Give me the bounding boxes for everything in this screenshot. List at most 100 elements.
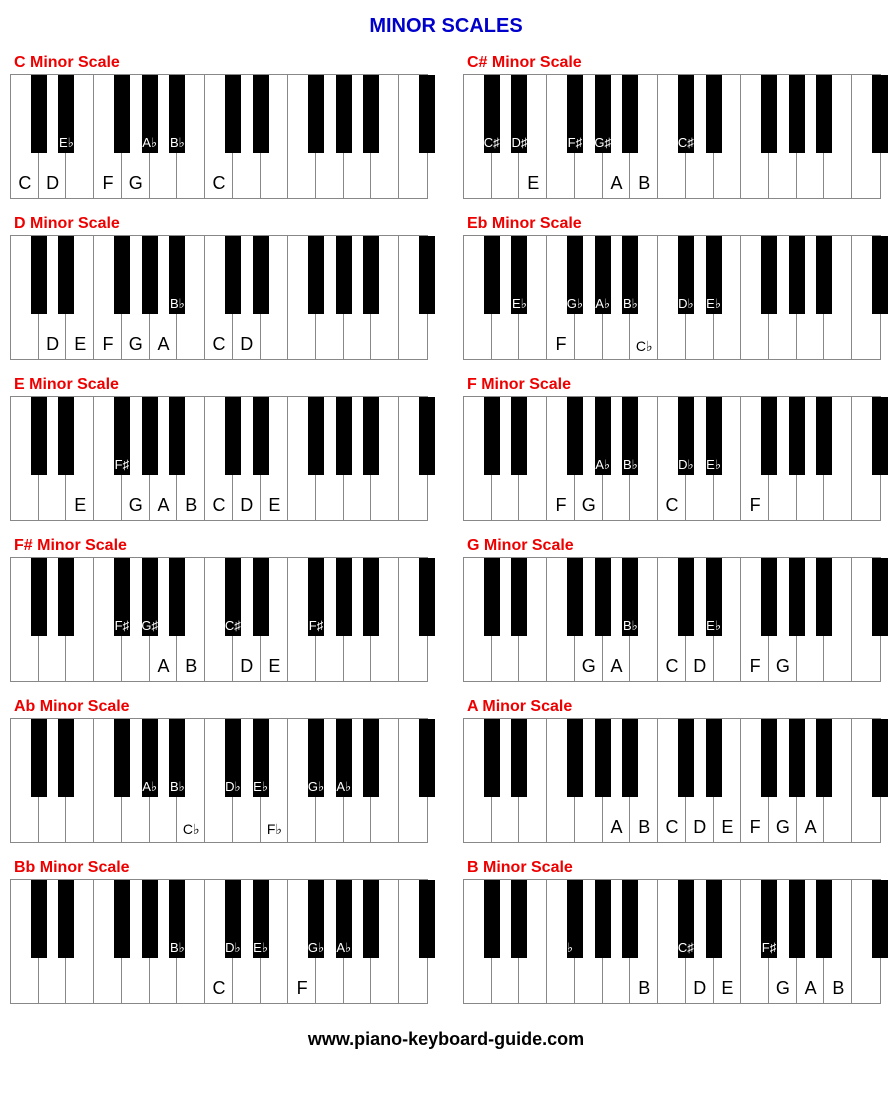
keyboard: EABC♯D♯F♯G♯C♯ xyxy=(463,74,881,199)
scale-title: A Minor Scale xyxy=(467,698,881,716)
keyboard: FC♭E♭G♭A♭B♭D♭E♭ xyxy=(463,235,881,360)
white-key-label: G xyxy=(122,173,150,194)
black-key xyxy=(31,397,47,475)
white-key-label: A xyxy=(603,173,631,194)
black-key xyxy=(363,397,379,475)
white-key-label: C xyxy=(205,978,233,999)
white-key-label: G xyxy=(122,495,150,516)
keyboard: FGCFA♭B♭D♭E♭ xyxy=(463,396,881,521)
black-key xyxy=(595,719,611,797)
black-key xyxy=(567,719,583,797)
black-key-label: C♯ xyxy=(480,135,504,150)
black-key-label: B♭ xyxy=(165,779,189,795)
white-key-label: D xyxy=(686,817,714,838)
scales-grid: C Minor ScaleCDFGCE♭A♭B♭C# Minor ScaleEA… xyxy=(10,48,882,1004)
scale-block: D Minor ScaleDEFGACDB♭ xyxy=(10,209,428,360)
black-key-label: B♭ xyxy=(165,940,189,956)
black-key xyxy=(484,880,500,958)
white-key-label: B xyxy=(177,495,205,516)
black-key-label: B♭ xyxy=(618,296,642,312)
black-key-label: A♭ xyxy=(332,779,356,795)
black-key-label: C♯ xyxy=(674,940,698,955)
keyboard: CFB♭D♭E♭G♭A♭B♭ xyxy=(10,879,428,1004)
black-key xyxy=(872,880,888,958)
scale-title: C Minor Scale xyxy=(14,54,428,72)
black-key xyxy=(58,236,74,314)
black-key xyxy=(511,558,527,636)
black-key xyxy=(761,719,777,797)
black-key xyxy=(225,397,241,475)
white-key-label: B xyxy=(177,656,205,677)
white-key-label: E xyxy=(519,173,547,194)
scale-title: C# Minor Scale xyxy=(467,54,881,72)
black-key-label: F♯ xyxy=(563,135,587,150)
black-key xyxy=(253,558,269,636)
white-key-label: G xyxy=(122,334,150,355)
white-key-label: C♭ xyxy=(177,821,205,838)
black-key xyxy=(511,880,527,958)
black-key-label: C♯ xyxy=(221,618,245,633)
black-key-label: B♭ xyxy=(165,296,189,312)
white-key-label: D xyxy=(233,656,261,677)
black-key xyxy=(872,719,888,797)
white-key-label: B xyxy=(824,978,852,999)
page-title: MINOR SCALES xyxy=(10,15,882,38)
black-key xyxy=(31,75,47,153)
black-key xyxy=(336,397,352,475)
scale-title: Bb Minor Scale xyxy=(14,859,428,877)
black-key-label: D♯ xyxy=(507,135,531,150)
black-key xyxy=(678,719,694,797)
black-key xyxy=(114,236,130,314)
white-key-label: G xyxy=(769,817,797,838)
black-key xyxy=(308,236,324,314)
black-key xyxy=(58,558,74,636)
black-key xyxy=(622,75,638,153)
scale-block: C Minor ScaleCDFGCE♭A♭B♭ xyxy=(10,48,428,199)
black-key xyxy=(789,719,805,797)
black-key xyxy=(31,719,47,797)
white-key-label: C xyxy=(658,817,686,838)
scale-title: F# Minor Scale xyxy=(14,537,428,555)
black-key xyxy=(511,719,527,797)
black-key-label: A♭ xyxy=(591,296,615,312)
white-key-label: B xyxy=(630,978,658,999)
black-key-label: D♭ xyxy=(674,296,698,312)
black-key xyxy=(142,880,158,958)
black-key xyxy=(872,75,888,153)
black-key xyxy=(31,558,47,636)
keyboard: GACDFGB♭E♭ xyxy=(463,557,881,682)
black-key-label: E♭ xyxy=(702,296,726,312)
white-key-label: A xyxy=(150,495,178,516)
black-key xyxy=(169,558,185,636)
black-key xyxy=(706,719,722,797)
scale-title: G Minor Scale xyxy=(467,537,881,555)
white-key-label: D xyxy=(39,334,67,355)
black-key-label: B♭ xyxy=(618,618,642,634)
black-key xyxy=(58,397,74,475)
keyboard: C♭F♭A♭B♭D♭E♭G♭A♭ xyxy=(10,718,428,843)
black-key xyxy=(567,558,583,636)
white-key-label: F xyxy=(94,173,122,194)
black-key xyxy=(336,236,352,314)
black-key xyxy=(816,558,832,636)
black-key xyxy=(789,236,805,314)
white-key-label: F xyxy=(741,656,769,677)
white-key-label: G xyxy=(575,656,603,677)
black-key xyxy=(419,397,435,475)
white-key-label: C xyxy=(205,334,233,355)
black-key xyxy=(761,558,777,636)
black-key xyxy=(484,397,500,475)
white-key-label: F xyxy=(547,334,575,355)
black-key xyxy=(308,75,324,153)
white-key-label: F xyxy=(94,334,122,355)
scale-block: F# Minor ScaleABDEF♯G♯C♯F♯ xyxy=(10,531,428,682)
white-key-label: F xyxy=(547,495,575,516)
black-key-label: B♭ xyxy=(618,457,642,473)
scale-block: E Minor ScaleEGABCDEF♯ xyxy=(10,370,428,521)
black-key xyxy=(308,397,324,475)
black-key-label: G♯ xyxy=(138,618,162,633)
scale-block: Eb Minor ScaleFC♭E♭G♭A♭B♭D♭E♭ xyxy=(463,209,881,360)
keyboard: EGABCDEF♯ xyxy=(10,396,428,521)
black-key xyxy=(253,75,269,153)
black-key xyxy=(225,75,241,153)
